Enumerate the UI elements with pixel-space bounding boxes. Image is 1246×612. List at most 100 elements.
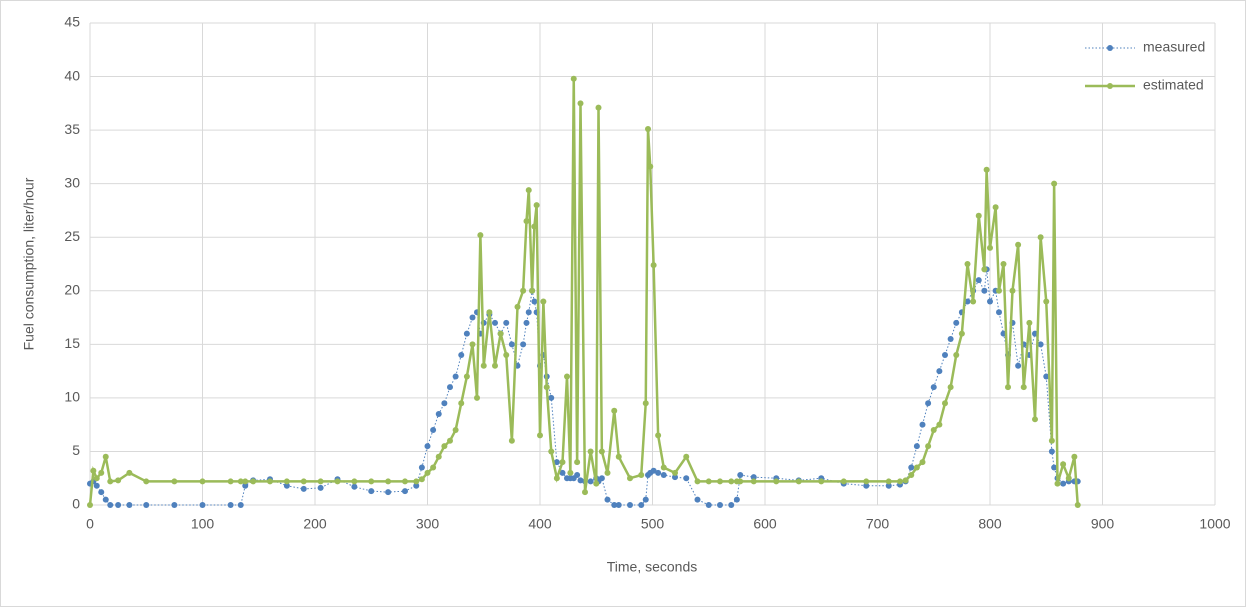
data-point	[1060, 461, 1067, 468]
data-point	[441, 400, 448, 407]
data-point	[413, 482, 420, 489]
data-point	[717, 478, 723, 485]
data-point	[863, 482, 870, 489]
data-point	[452, 373, 459, 380]
data-point	[508, 341, 515, 348]
data-point	[645, 126, 651, 133]
x-axis-label: Time, seconds	[607, 559, 698, 575]
data-point	[587, 448, 594, 455]
data-point	[996, 309, 1002, 316]
data-point	[1074, 502, 1081, 508]
data-point	[615, 453, 622, 460]
data-point	[463, 330, 470, 337]
data-point	[655, 432, 662, 439]
data-point	[98, 489, 105, 496]
data-point	[469, 314, 476, 321]
data-point	[717, 502, 723, 508]
data-point	[1043, 373, 1050, 380]
y-tick-label: 45	[64, 14, 80, 30]
data-point	[655, 469, 662, 476]
data-point	[90, 467, 97, 474]
data-point	[750, 474, 757, 481]
data-point	[577, 477, 584, 484]
data-point	[1048, 448, 1055, 455]
data-point	[537, 432, 543, 439]
data-point	[237, 478, 244, 485]
data-point	[242, 482, 249, 489]
data-point	[300, 485, 307, 492]
data-point	[458, 352, 465, 359]
data-point	[611, 407, 618, 414]
data-point	[227, 478, 234, 485]
data-point	[885, 482, 892, 489]
data-point	[283, 478, 290, 485]
data-point	[102, 496, 109, 503]
data-point	[520, 287, 527, 294]
data-point	[115, 477, 122, 484]
data-point	[171, 478, 178, 485]
data-point	[672, 474, 678, 481]
data-point	[503, 352, 510, 359]
data-point	[508, 437, 515, 444]
data-point	[413, 478, 420, 485]
y-tick-label: 25	[64, 228, 80, 244]
data-point	[525, 187, 532, 194]
data-point	[936, 421, 943, 428]
data-point	[435, 453, 442, 460]
data-point	[983, 166, 990, 173]
data-point	[93, 482, 100, 489]
data-point	[474, 394, 480, 401]
data-point	[402, 488, 408, 495]
data-point	[672, 469, 678, 476]
data-point	[523, 218, 530, 225]
x-tick-label: 200	[303, 516, 327, 532]
y-tick-label: 20	[64, 281, 80, 297]
data-point	[919, 459, 926, 466]
data-point	[199, 478, 206, 485]
data-point	[987, 298, 993, 305]
data-point	[577, 100, 584, 107]
data-point	[1015, 362, 1022, 369]
data-point	[351, 483, 358, 490]
data-point	[650, 262, 657, 269]
data-point	[650, 467, 657, 474]
data-point	[402, 478, 408, 485]
data-point	[553, 475, 560, 482]
y-tick-label: 10	[64, 389, 80, 405]
legend-label: estimated	[1143, 77, 1204, 93]
data-point	[317, 484, 324, 491]
data-point	[942, 352, 948, 359]
data-point	[529, 287, 536, 294]
data-point	[1048, 437, 1055, 444]
data-point	[987, 244, 993, 251]
data-point	[593, 480, 600, 487]
data-point	[638, 472, 645, 479]
legend-marker	[1107, 83, 1113, 89]
data-point	[267, 478, 273, 485]
data-point	[953, 319, 960, 326]
data-point	[283, 482, 290, 489]
x-tick-label: 400	[528, 516, 552, 532]
data-point	[964, 298, 971, 305]
data-point	[300, 478, 307, 485]
data-point	[531, 298, 538, 305]
data-point	[642, 496, 649, 503]
data-point	[975, 277, 982, 284]
data-point	[102, 453, 109, 460]
data-point	[497, 330, 504, 337]
data-point	[660, 472, 667, 479]
data-point	[540, 298, 547, 305]
data-point	[694, 496, 701, 503]
y-tick-label: 15	[64, 335, 80, 351]
y-tick-label: 5	[72, 442, 80, 458]
data-point	[611, 502, 618, 508]
data-point	[947, 384, 954, 391]
data-point	[447, 384, 453, 391]
data-point	[564, 373, 570, 380]
data-point	[1037, 234, 1044, 241]
data-point	[647, 163, 654, 170]
data-point	[705, 502, 712, 508]
data-point	[368, 488, 375, 495]
